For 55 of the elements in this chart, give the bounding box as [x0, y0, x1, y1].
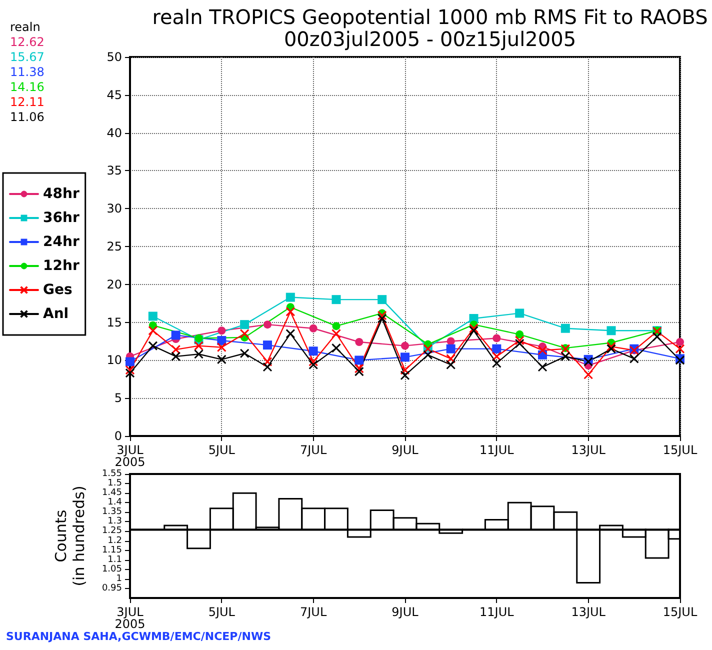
- text: 11.06: [10, 110, 44, 124]
- text: realn: [10, 20, 40, 34]
- y-tick-label: 35: [106, 164, 122, 178]
- y-tick-label: 1.5: [108, 478, 122, 489]
- y-tick-label: 1.15: [102, 545, 122, 556]
- y-axis-title: Counts (in hundreds): [52, 486, 88, 586]
- text: 15.67: [10, 50, 44, 64]
- legend-label: 36hr: [43, 210, 80, 226]
- y-tick-label: 20: [106, 277, 122, 292]
- x-tick-label: 5JUL: [208, 443, 236, 457]
- y-tick-label: 1.45: [102, 488, 122, 498]
- legend-label: Anl: [43, 306, 69, 322]
- y-tick-label: 1.4: [108, 498, 122, 508]
- x-tick-label: 11JUL: [480, 443, 514, 457]
- y-tick-label: 10: [106, 353, 122, 368]
- chart-subtitle: 00z03jul2005 - 00z15jul2005: [284, 27, 576, 51]
- text: 11.38: [10, 65, 44, 79]
- x-tick-label: 13JUL: [571, 605, 606, 619]
- y-tick-label: 30: [106, 202, 122, 216]
- y-tick-label: 1: [116, 574, 122, 584]
- y-tick-label: 50: [106, 50, 122, 64]
- text: 12.62: [10, 35, 44, 49]
- x-tick-label: 11JUL: [480, 605, 514, 619]
- x-tick-label: 3JUL 2005: [114, 605, 146, 631]
- y-tick-label: 25: [106, 240, 122, 254]
- legend-label: Ges: [43, 282, 72, 298]
- y-tick-label: 40: [106, 126, 122, 140]
- x-tick-label: 5JUL: [208, 605, 236, 619]
- y-tick-label: 5: [114, 391, 122, 406]
- x-tick-label: 9JUL: [392, 605, 419, 619]
- y-tick-label: 1.05: [102, 564, 122, 574]
- y-tick-label: 1.25: [102, 526, 122, 536]
- y-tick-label: 1.35: [102, 507, 122, 518]
- legend-label: 24hr: [43, 234, 80, 250]
- text: SURANJANA SAHA,GCWMB/EMC/NCEP/NWS: [6, 630, 272, 643]
- y-tick-label: 1.1: [108, 554, 122, 565]
- x-tick-label: 3JUL 2005: [114, 443, 146, 469]
- y-tick-label: 45: [106, 88, 122, 102]
- chart-title: realn TROPICS Geopotential 1000 mb RMS Fit to RAOBS: [152, 5, 708, 29]
- y-tick-label: 0.95: [102, 583, 122, 594]
- x-tick-label: 15JUL: [662, 605, 698, 619]
- x-tick-label: 9JUL: [392, 443, 419, 457]
- x-tick-label: 7JUL: [300, 443, 327, 457]
- x-tick-label: 13JUL: [571, 443, 606, 457]
- y-tick-label: 15: [106, 315, 122, 330]
- text: 12.11: [10, 95, 44, 109]
- x-tick-label: 15JUL: [662, 443, 698, 457]
- y-tick-label: 1.2: [108, 536, 122, 546]
- y-tick-label: 1.55: [102, 469, 122, 479]
- legend-label: 48hr: [43, 186, 80, 202]
- y-tick-label: 1.3: [108, 516, 122, 527]
- x-tick-label: 7JUL: [300, 605, 327, 619]
- legend-label: 12hr: [43, 258, 80, 274]
- text: 14.16: [10, 80, 44, 94]
- y-tick-label: 0: [114, 429, 122, 443]
